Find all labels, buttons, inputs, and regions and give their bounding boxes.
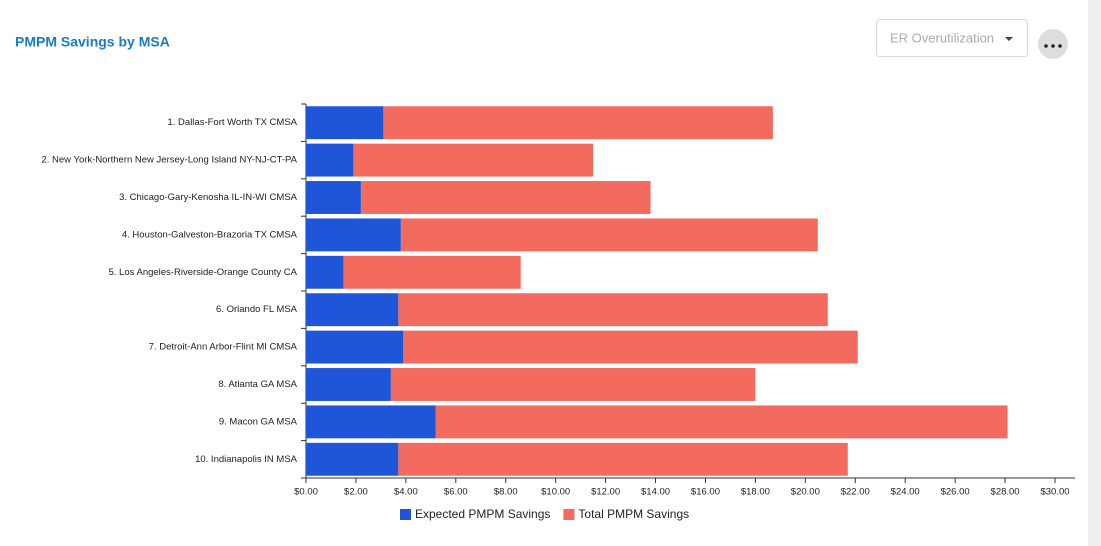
legend-swatch	[400, 509, 411, 520]
dot	[1058, 44, 1062, 48]
filter-label: ER Overutilization	[890, 30, 994, 45]
bar-segment	[353, 143, 594, 177]
x-tick-label: $20.00	[791, 487, 820, 498]
y-tick-label: 2. New York-Northern New Jersey-Long Isl…	[41, 155, 297, 166]
bar-segment	[435, 405, 1008, 439]
x-tick-label: $18.00	[741, 487, 770, 498]
bar-segment	[383, 106, 773, 140]
bar-segment	[306, 368, 391, 401]
x-tick-label: $10.00	[541, 487, 570, 498]
bar-segment	[360, 181, 651, 214]
y-tick-label: 4. Houston-Galveston-Brazoria TX CMSA	[122, 229, 298, 240]
x-tick-label: $16.00	[691, 487, 720, 498]
bar-segment	[306, 405, 436, 439]
legend-swatch	[563, 509, 575, 520]
x-tick-label: $22.00	[841, 487, 870, 498]
x-tick-label: $12.00	[591, 487, 620, 498]
x-tick-label: $6.00	[444, 487, 468, 498]
y-tick-label: 6. Orlando FL MSA	[216, 304, 298, 315]
x-tick-label: $30.00	[1040, 487, 1069, 498]
y-tick-label: 3. Chicago-Gary-Kenosha IL-IN-WI CMSA	[119, 192, 298, 203]
bar-segment	[400, 218, 818, 252]
x-tick-label: $0.00	[294, 487, 318, 498]
dot	[1044, 44, 1048, 48]
bar-segment	[306, 143, 354, 177]
bar-segment	[398, 293, 828, 327]
chart-title: PMPM Savings by MSA	[15, 34, 170, 50]
bar-segment	[403, 330, 858, 364]
dropdown-caret	[1005, 37, 1013, 41]
y-tick-label: 8. Atlanta GA MSA	[218, 379, 297, 390]
y-tick-label: 5. Los Angeles-Riverside-Orange County C…	[108, 267, 297, 278]
y-tick-label: 9. Macon GA MSA	[219, 416, 298, 427]
page-edge	[1088, 0, 1101, 546]
y-tick-label: 7. Detroit-Ann Arbor-Flint MI CMSA	[149, 342, 298, 353]
y-tick-label: 10. Indianapolis IN MSA	[195, 454, 298, 465]
bar-segment	[306, 293, 399, 327]
bar-segment	[390, 368, 756, 401]
x-tick-label: $2.00	[344, 487, 368, 498]
legend-label: Total PMPM Savings	[578, 507, 689, 521]
y-tick-label: 1. Dallas-Fort Worth TX CMSA	[167, 117, 297, 128]
bar-segment	[306, 106, 384, 140]
x-tick-label: $28.00	[991, 487, 1020, 498]
bar-segment	[306, 442, 399, 476]
x-tick-label: $24.00	[891, 487, 920, 498]
x-tick-label: $14.00	[641, 487, 670, 498]
filter-dropdown[interactable]	[876, 19, 1028, 57]
bar-segment	[306, 218, 401, 252]
legend-label: Expected PMPM Savings	[415, 507, 550, 521]
bar-segment	[306, 255, 344, 289]
x-tick-label: $26.00	[941, 487, 970, 498]
bar-segment	[398, 442, 848, 476]
bar-segment	[306, 181, 361, 214]
x-tick-label: $4.00	[394, 487, 418, 498]
more-button[interactable]	[1038, 29, 1068, 59]
bar-segment	[306, 330, 404, 364]
x-tick-label: $8.00	[494, 487, 518, 498]
dot	[1051, 44, 1055, 48]
bar-segment	[343, 255, 521, 289]
